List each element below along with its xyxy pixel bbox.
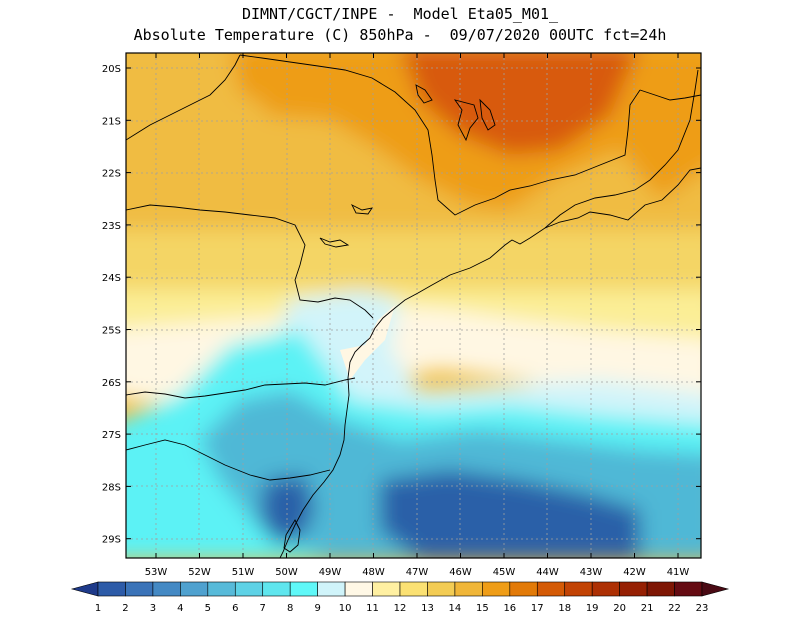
lon-label: 45W — [493, 567, 516, 578]
colorbar-swatch — [536, 581, 566, 597]
lat-label: 20S — [102, 64, 121, 75]
lat-label: 25S — [102, 326, 121, 337]
reservoir-1 — [453, 99, 479, 142]
colorbar-swatch — [619, 581, 648, 597]
colorbar-label: 9 — [314, 603, 320, 614]
colorbar-swatch — [152, 581, 181, 597]
colorbar-label: 23 — [696, 603, 709, 614]
lat-label: 29S — [102, 535, 121, 546]
colorbar-swatch — [646, 581, 675, 597]
colorbar-label: 5 — [205, 603, 211, 614]
colorbar-swatch — [344, 581, 373, 597]
longitude-labels: 53W 52W 51W 50W 49W 48W 47W 46W 45W 44W 43W 42W 41W — [145, 567, 690, 578]
colorbar-swatch — [262, 581, 291, 597]
colorbar-right-arrow — [701, 581, 730, 597]
lon-label: 48W — [362, 567, 385, 578]
colorbar-label: 6 — [232, 603, 238, 614]
colorbar-label: 7 — [260, 603, 266, 614]
colorbar-swatch — [454, 581, 483, 597]
political-borders — [126, 54, 701, 558]
colorbar-swatch — [674, 581, 703, 597]
colorbar-swatch — [509, 581, 538, 597]
dark-orange-region — [402, 53, 637, 155]
lat-label: 22S — [102, 169, 121, 180]
lat-label: 21S — [102, 116, 121, 127]
coastline — [279, 167, 701, 558]
lon-label: 42W — [623, 567, 646, 578]
colorbar-swatch — [289, 581, 318, 597]
border-es — [639, 89, 701, 101]
lat-label: 28S — [102, 482, 121, 493]
colorbar-swatch — [317, 581, 346, 597]
coastal-pale-strip — [340, 305, 395, 380]
lon-label: 46W — [449, 567, 472, 578]
colorbar-swatch — [125, 581, 154, 597]
title-line-1: DIMNT/CGCT/INPE - Model Eta05_M01_ — [241, 5, 559, 23]
colorbar-label: 3 — [150, 603, 156, 614]
border-sp-pr — [126, 204, 374, 319]
border-pr-sc — [126, 377, 356, 399]
lon-label: 49W — [319, 567, 342, 578]
colorbar-label: 18 — [558, 603, 571, 614]
colorbar-swatch — [399, 581, 428, 597]
lat-label: 24S — [102, 273, 121, 284]
colorbar-label: 20 — [613, 603, 626, 614]
colorbar-swatch — [482, 581, 511, 597]
colorbar-swatch — [234, 581, 264, 597]
colorbar-swatch — [591, 581, 620, 597]
latitude-labels: 20S 21S 22S 23S 24S 25S 26S 27S 28S 29S — [102, 64, 121, 546]
lat-label: 23S — [102, 221, 121, 232]
map-frame — [125, 52, 702, 559]
reservoir-2 — [479, 98, 496, 131]
colorbar-label: 15 — [476, 603, 489, 614]
deep-blue-region — [380, 470, 640, 558]
lagoon-rs — [283, 519, 301, 553]
reservoir-3 — [350, 203, 373, 215]
lon-label: 41W — [667, 567, 690, 578]
temperature-field — [126, 53, 701, 558]
lon-label: 52W — [188, 567, 211, 578]
axis-ticks — [126, 53, 701, 558]
colorbar: 1 2 3 4 5 6 7 8 9 10 11 12 13 14 15 16 17 18 19 20 21 22 23 — [70, 581, 730, 614]
colorbar-label: 4 — [177, 603, 183, 614]
colorbar-label: 16 — [503, 603, 516, 614]
colorbar-swatch — [372, 581, 401, 597]
lat-label: 27S — [102, 430, 121, 441]
colorbar-swatch — [564, 581, 593, 597]
colorbar-label: 13 — [421, 603, 434, 614]
colorbar-swatch — [427, 581, 456, 597]
border-rj — [544, 69, 699, 229]
reservoir-4 — [319, 237, 350, 248]
lon-label: 53W — [145, 567, 168, 578]
title-line-2: Absolute Temperature (C) 850hPa - 09/07/… — [133, 26, 667, 44]
colorbar-left-arrow — [70, 581, 99, 597]
lon-label: 44W — [536, 567, 559, 578]
colorbar-label: 1 — [95, 603, 101, 614]
colorbar-swatch — [180, 581, 209, 597]
border-ms-sp — [126, 54, 241, 141]
orange-region-north — [230, 53, 440, 130]
colorbar-label: 21 — [641, 603, 654, 614]
colorbar-label: 14 — [449, 603, 462, 614]
colorbar-label: 10 — [339, 603, 352, 614]
lat-label: 26S — [102, 378, 121, 389]
colorbar-label: 22 — [668, 603, 681, 614]
colorbar-swatch — [207, 581, 236, 597]
deep-blue-blob-south — [260, 475, 315, 545]
colorbar-label: 19 — [586, 603, 599, 614]
colorbar-label: 2 — [122, 603, 128, 614]
reservoir-5 — [415, 84, 433, 104]
lon-label: 50W — [275, 567, 298, 578]
border-sp-mg — [239, 54, 641, 216]
colorbar-label: 17 — [531, 603, 544, 614]
lon-label: 43W — [580, 567, 603, 578]
colorbar-label: 12 — [394, 603, 407, 614]
colorbar-swatch — [97, 581, 126, 597]
border-sc-rs — [126, 439, 331, 481]
lon-label: 47W — [406, 567, 429, 578]
colorbar-label: 11 — [366, 603, 379, 614]
colorbar-label: 8 — [287, 603, 293, 614]
lon-label: 51W — [232, 567, 255, 578]
